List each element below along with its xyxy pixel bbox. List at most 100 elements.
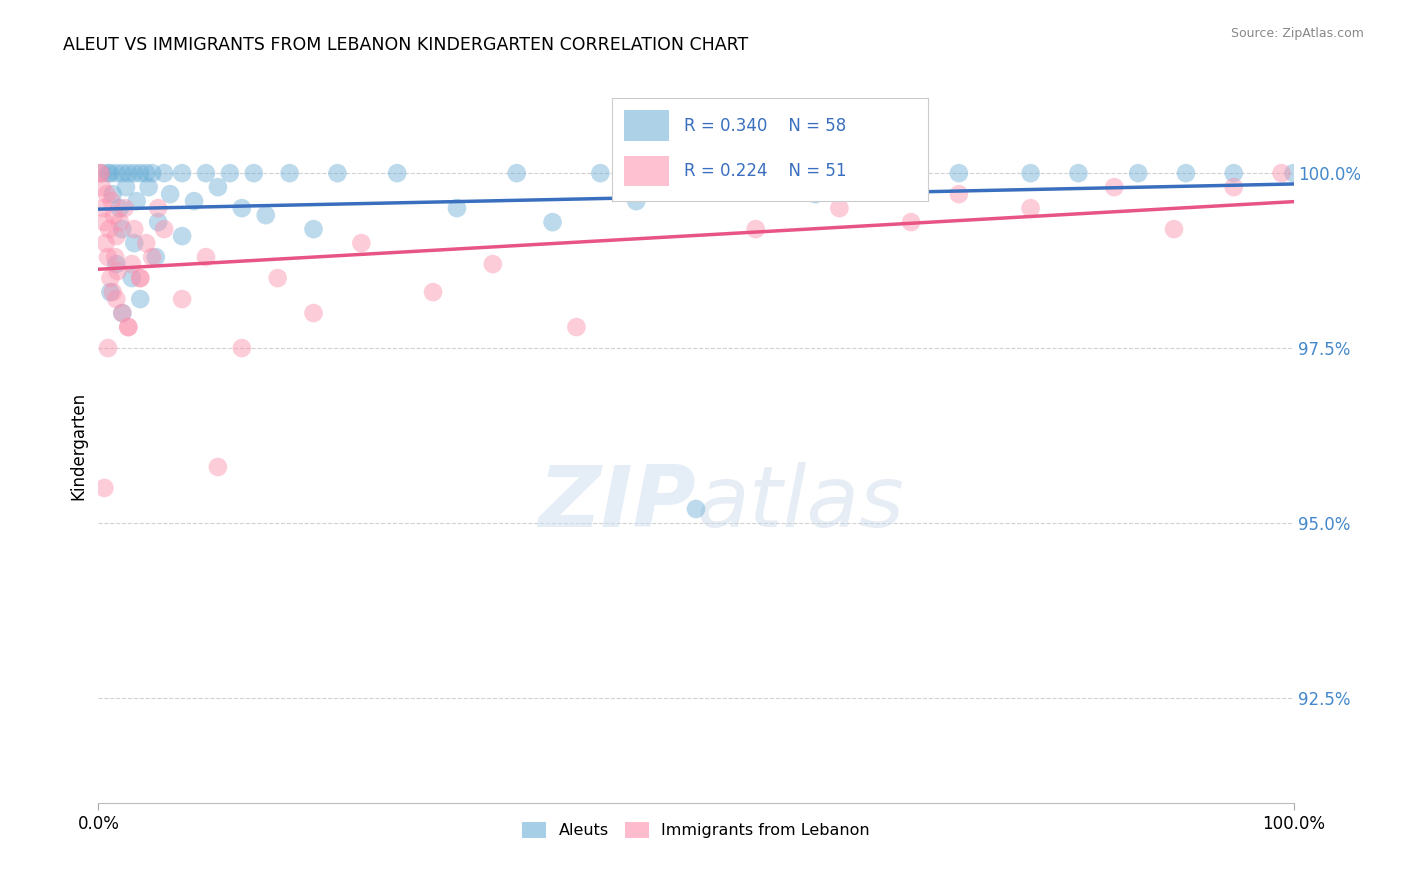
Point bbox=[90, 166, 112, 180]
Point bbox=[98, 271, 122, 285]
Point bbox=[278, 166, 301, 180]
Point bbox=[141, 166, 163, 180]
Point bbox=[111, 166, 134, 180]
Legend: Aleuts, Immigrants from Lebanon: Aleuts, Immigrants from Lebanon bbox=[516, 815, 876, 845]
Point bbox=[124, 222, 146, 236]
Point bbox=[172, 229, 194, 244]
Point bbox=[207, 180, 229, 194]
Point bbox=[267, 271, 290, 285]
Point bbox=[948, 166, 970, 180]
Point bbox=[117, 320, 139, 334]
Point bbox=[129, 292, 152, 306]
Point bbox=[105, 166, 128, 180]
Point bbox=[685, 502, 707, 516]
Point bbox=[148, 215, 170, 229]
Point bbox=[195, 250, 218, 264]
Point bbox=[231, 201, 253, 215]
Point bbox=[97, 341, 120, 355]
Point bbox=[565, 320, 588, 334]
Point bbox=[117, 166, 139, 180]
Point bbox=[96, 187, 118, 202]
Point bbox=[1175, 166, 1198, 180]
Point bbox=[900, 166, 922, 180]
Point bbox=[804, 187, 827, 202]
Text: ALEUT VS IMMIGRANTS FROM LEBANON KINDERGARTEN CORRELATION CHART: ALEUT VS IMMIGRANTS FROM LEBANON KINDERG… bbox=[63, 36, 748, 54]
Point bbox=[100, 194, 122, 208]
Point bbox=[172, 166, 194, 180]
Point bbox=[104, 250, 127, 264]
Point bbox=[841, 166, 863, 180]
Point bbox=[108, 201, 131, 215]
Point bbox=[422, 285, 444, 299]
Point bbox=[111, 306, 134, 320]
Point bbox=[302, 222, 325, 236]
Point bbox=[91, 201, 114, 215]
Point bbox=[1128, 166, 1150, 180]
Point bbox=[111, 306, 134, 320]
Point bbox=[108, 215, 131, 229]
Point bbox=[948, 187, 970, 202]
Point bbox=[350, 236, 373, 251]
Point bbox=[1223, 166, 1246, 180]
Point bbox=[121, 271, 143, 285]
Point bbox=[243, 166, 266, 180]
Point bbox=[135, 166, 157, 180]
Point bbox=[145, 250, 167, 264]
Point bbox=[207, 460, 229, 475]
Point bbox=[172, 292, 194, 306]
Point bbox=[98, 222, 121, 236]
Point bbox=[129, 166, 152, 180]
Point bbox=[138, 180, 160, 194]
Text: R = 0.340    N = 58: R = 0.340 N = 58 bbox=[685, 117, 846, 135]
Point bbox=[506, 166, 529, 180]
Point bbox=[105, 229, 128, 244]
Point bbox=[385, 166, 409, 180]
Point bbox=[114, 201, 136, 215]
Point bbox=[124, 166, 146, 180]
Point bbox=[103, 208, 125, 222]
Point bbox=[1019, 166, 1042, 180]
Point bbox=[105, 292, 128, 306]
Point bbox=[900, 215, 922, 229]
Point bbox=[94, 236, 117, 251]
Point bbox=[97, 250, 120, 264]
Point bbox=[89, 166, 111, 180]
Bar bbox=[624, 155, 669, 186]
Point bbox=[302, 306, 325, 320]
Bar bbox=[624, 111, 669, 141]
Point bbox=[129, 271, 152, 285]
Point bbox=[1019, 201, 1042, 215]
Point bbox=[195, 166, 218, 180]
Point bbox=[107, 264, 129, 278]
Point bbox=[159, 187, 181, 202]
Point bbox=[125, 194, 148, 208]
Text: atlas: atlas bbox=[696, 461, 904, 545]
Point bbox=[828, 201, 851, 215]
Point bbox=[745, 222, 768, 236]
Point bbox=[1163, 222, 1185, 236]
Text: ZIP: ZIP bbox=[538, 461, 696, 545]
Point bbox=[626, 194, 648, 208]
Point bbox=[589, 166, 612, 180]
Point bbox=[141, 250, 163, 264]
Point bbox=[111, 222, 134, 236]
Point bbox=[121, 257, 143, 271]
Point bbox=[541, 215, 564, 229]
Point bbox=[101, 187, 124, 202]
Point bbox=[482, 257, 505, 271]
Point bbox=[183, 194, 205, 208]
Text: Source: ZipAtlas.com: Source: ZipAtlas.com bbox=[1230, 27, 1364, 40]
Point bbox=[91, 180, 114, 194]
Y-axis label: Kindergarten: Kindergarten bbox=[69, 392, 87, 500]
Point bbox=[135, 236, 157, 251]
Point bbox=[124, 236, 146, 251]
Point bbox=[93, 215, 115, 229]
Point bbox=[231, 341, 253, 355]
Point bbox=[93, 481, 115, 495]
Point bbox=[254, 208, 277, 222]
Point bbox=[117, 320, 139, 334]
Point bbox=[148, 201, 170, 215]
Point bbox=[1104, 180, 1126, 194]
Point bbox=[105, 257, 128, 271]
Point bbox=[153, 166, 176, 180]
